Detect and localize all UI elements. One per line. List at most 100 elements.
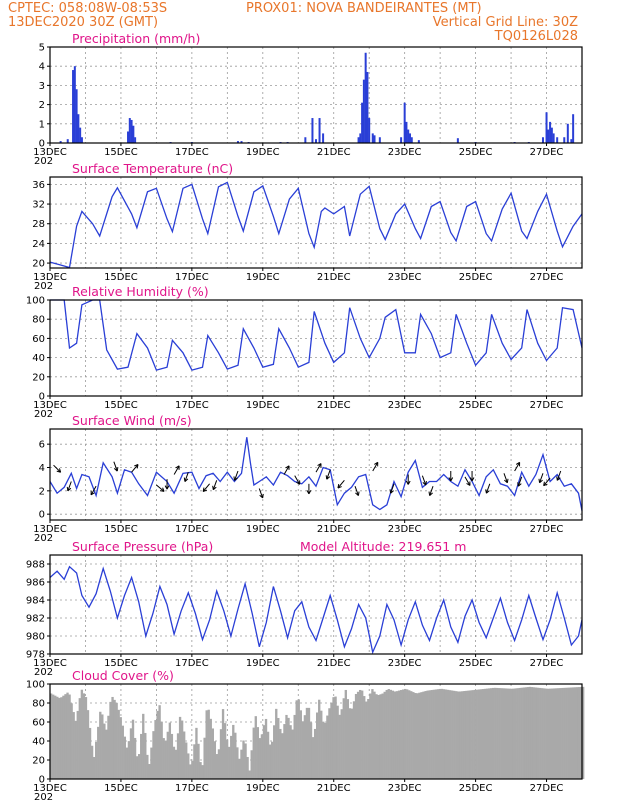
cloud-bar xyxy=(365,701,368,779)
x-tick-label: 17DEC xyxy=(175,658,209,669)
cloud-bar xyxy=(557,688,560,779)
cloud-bar xyxy=(97,726,100,779)
cloud-bar xyxy=(387,689,390,779)
cloud-bar xyxy=(522,687,526,779)
y-tick-label: 5 xyxy=(39,43,45,54)
cloud-bar xyxy=(295,700,298,779)
cloud-bar xyxy=(485,688,489,779)
y-tick-label: 20 xyxy=(32,259,45,270)
precip-bar xyxy=(79,127,82,143)
x-tick-label: 25DEC xyxy=(459,272,493,283)
cloud-bar xyxy=(203,737,206,779)
precip-bar xyxy=(128,118,131,143)
cloud-bar xyxy=(76,710,79,779)
cloud-bar xyxy=(225,739,229,779)
cloud-bar xyxy=(72,712,75,779)
precip-bar xyxy=(130,119,133,143)
x-tick-label: 17DEC xyxy=(175,400,209,411)
x-tick-label: 19DEC xyxy=(246,400,280,411)
cloud-bar xyxy=(463,691,466,779)
cloud-bar xyxy=(569,687,573,779)
precip-bar xyxy=(417,140,420,143)
precip-bar xyxy=(541,137,544,143)
cloud-bar xyxy=(512,688,515,779)
precip-bar xyxy=(80,137,83,143)
y-tick-label: 60 xyxy=(32,718,45,729)
x-tick-label: 23DEC xyxy=(388,147,422,158)
x-tick-label: 27DEC xyxy=(530,400,564,411)
precip-bar xyxy=(572,114,575,143)
cloud-bar xyxy=(361,690,364,779)
cloud-bar xyxy=(254,716,257,779)
x-tick-label: 25DEC xyxy=(459,400,493,411)
cloud-bar xyxy=(471,690,474,779)
wind-arrow xyxy=(53,464,62,473)
cloud-bar xyxy=(213,741,217,779)
x-year-stub: 202 xyxy=(34,156,53,167)
y-tick-label: 978 xyxy=(26,650,45,661)
panel-4: 0 2 4 6 13DEC 15DEC 17DEC 19DEC 21DEC 23DEC 25DEC 2… xyxy=(33,413,583,544)
cloud-bar xyxy=(406,689,409,779)
y-tick-label: 6 xyxy=(39,440,45,451)
cloud-bar xyxy=(416,693,419,779)
cloud-bar xyxy=(379,694,382,779)
cloud-bar xyxy=(248,770,251,779)
y-tick-label: 1 xyxy=(39,119,45,130)
wind-arrow xyxy=(354,485,360,496)
y-tick-label: 40 xyxy=(32,737,45,748)
y-tick-label: 28 xyxy=(32,219,45,230)
cloud-bar xyxy=(510,688,513,779)
cloud-bar xyxy=(162,738,165,779)
wind-arrow xyxy=(556,470,562,481)
cloud-bar xyxy=(514,688,517,779)
cloud-bar xyxy=(111,696,114,779)
cloud-bar xyxy=(62,695,65,779)
x-tick-label: 21DEC xyxy=(317,524,351,535)
x-tick-label: 23DEC xyxy=(388,524,422,535)
series-line-3 xyxy=(50,299,583,371)
x-tick-label: 25DEC xyxy=(459,658,493,669)
panel-1: 0 1 2 3 4 5 13DEC 15DEC 17DEC 19DEC 21DEC 23DEC 25DE… xyxy=(33,31,583,167)
cloud-bar xyxy=(438,688,442,779)
cloud-bar xyxy=(54,695,57,779)
cloud-bar xyxy=(92,756,96,779)
x-tick-label: 13DEC xyxy=(33,400,67,411)
y-tick-label: 20 xyxy=(32,372,45,383)
cloud-bar xyxy=(277,717,280,779)
cloud-bar xyxy=(256,727,260,779)
wind-arrow xyxy=(464,476,471,486)
cloud-bar xyxy=(191,760,194,779)
wind-arrow xyxy=(421,475,427,486)
cloud-bar xyxy=(168,722,172,779)
wind-arrow xyxy=(405,474,411,485)
cloud-bar xyxy=(211,728,214,779)
cloud-bar xyxy=(285,714,288,779)
x-tick-label: 13DEC xyxy=(33,147,67,158)
cloud-bar xyxy=(336,705,339,779)
wind-arrow xyxy=(183,471,189,482)
cloud-bar xyxy=(287,717,290,779)
x-tick-label: 23DEC xyxy=(388,272,422,283)
cloud-bar xyxy=(318,699,321,779)
cloud-bar xyxy=(524,687,528,779)
cloud-bar xyxy=(64,694,67,779)
cloud-bar xyxy=(348,708,352,779)
precip-bar xyxy=(134,137,137,143)
grid-line-info: Vertical Grid Line: 30Z xyxy=(433,15,578,30)
cloud-bar xyxy=(334,696,337,779)
wind-arrow xyxy=(173,465,180,475)
cloud-bar xyxy=(232,724,235,779)
x-tick-label: 17DEC xyxy=(175,272,209,283)
x-tick-label: 13DEC xyxy=(33,783,67,794)
cloud-bar xyxy=(121,725,124,779)
cloud-bar xyxy=(52,694,55,779)
cloud-bar xyxy=(547,688,550,779)
y-tick-label: 2 xyxy=(39,100,45,111)
cloud-bar xyxy=(117,709,120,779)
cloud-bar xyxy=(316,712,319,779)
precip-bar xyxy=(550,127,553,143)
precip-bar xyxy=(549,121,552,143)
wind-arrow xyxy=(66,481,72,492)
station-coordinates: CPTEC: 058:08W-08:53S xyxy=(8,1,167,16)
